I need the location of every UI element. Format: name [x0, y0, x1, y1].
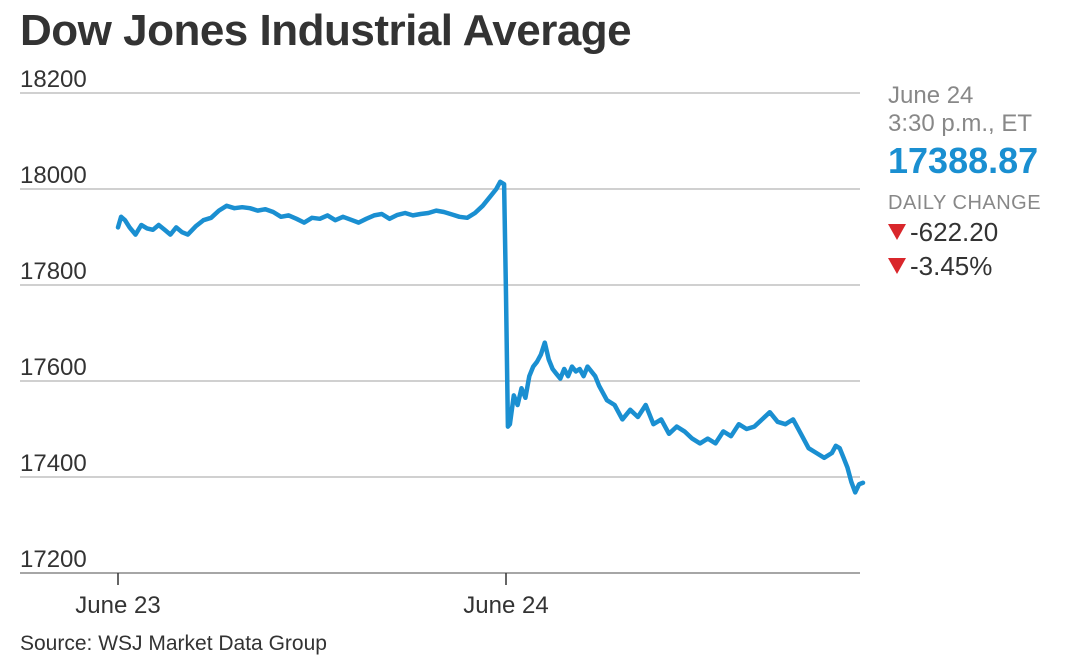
x-tick-label: June 24	[463, 592, 548, 619]
index-value: 17388.87	[888, 140, 1039, 181]
y-axis-ticks: 18200 18000 17800 17600 17400 17200	[20, 66, 87, 573]
down-arrow-icon	[888, 224, 906, 241]
y-tick-label: 17400	[20, 450, 87, 477]
down-arrow-icon	[888, 258, 906, 275]
quote-panel: June 24 3:30 p.m., ET 17388.87 DAILY CHA…	[888, 82, 1068, 283]
y-tick-label: 18200	[20, 66, 87, 93]
series-line-djia	[115, 179, 866, 495]
change-points-row: -622.20	[888, 215, 1068, 249]
x-tick-label: June 23	[75, 592, 160, 619]
y-tick-label: 17200	[20, 546, 87, 573]
change-percent-row: -3.45%	[888, 249, 1068, 283]
change-percent: -3.45%	[910, 251, 993, 281]
change-points: -622.20	[910, 217, 999, 247]
source-note: Source: WSJ Market Data Group	[20, 632, 327, 655]
daily-change-label: DAILY CHANGE	[888, 192, 1042, 214]
y-tick-label: 17800	[20, 258, 87, 285]
chart-title: Dow Jones Industrial Average	[20, 6, 632, 55]
quote-time: 3:30 p.m., ET	[888, 110, 1033, 137]
grid-layer	[20, 92, 860, 574]
y-tick-label: 17600	[20, 354, 87, 381]
x-axis-ticks: June 23 June 24	[75, 573, 549, 619]
y-tick-label: 18000	[20, 162, 87, 189]
quote-date: June 24	[888, 82, 974, 109]
